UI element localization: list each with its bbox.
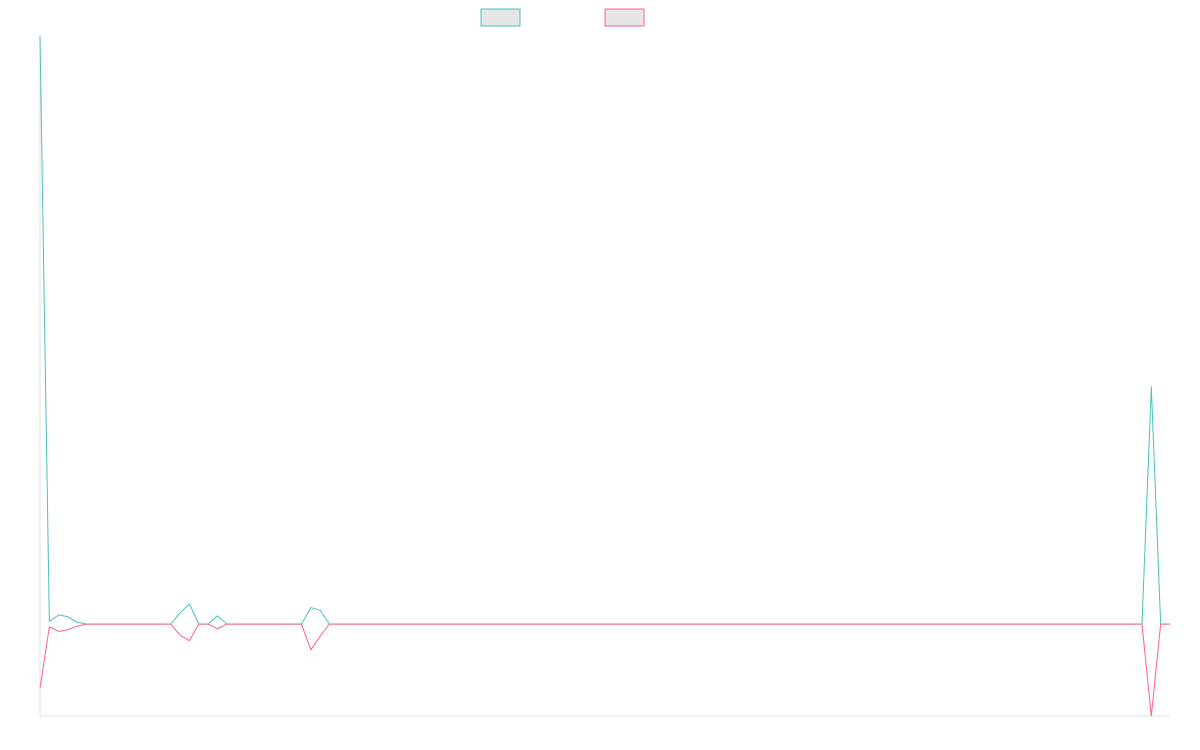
legend-swatch — [480, 8, 521, 27]
chart-axes — [39, 36, 1170, 717]
legend — [480, 8, 645, 27]
legend-swatch — [604, 8, 645, 27]
series-line — [39, 35, 1170, 625]
series-1 — [39, 35, 1170, 625]
legend-item-1[interactable] — [480, 8, 521, 27]
series-2 — [39, 623, 1170, 717]
legend-item-2[interactable] — [604, 8, 645, 27]
series-line — [39, 623, 1170, 717]
series-layer — [39, 35, 1170, 717]
